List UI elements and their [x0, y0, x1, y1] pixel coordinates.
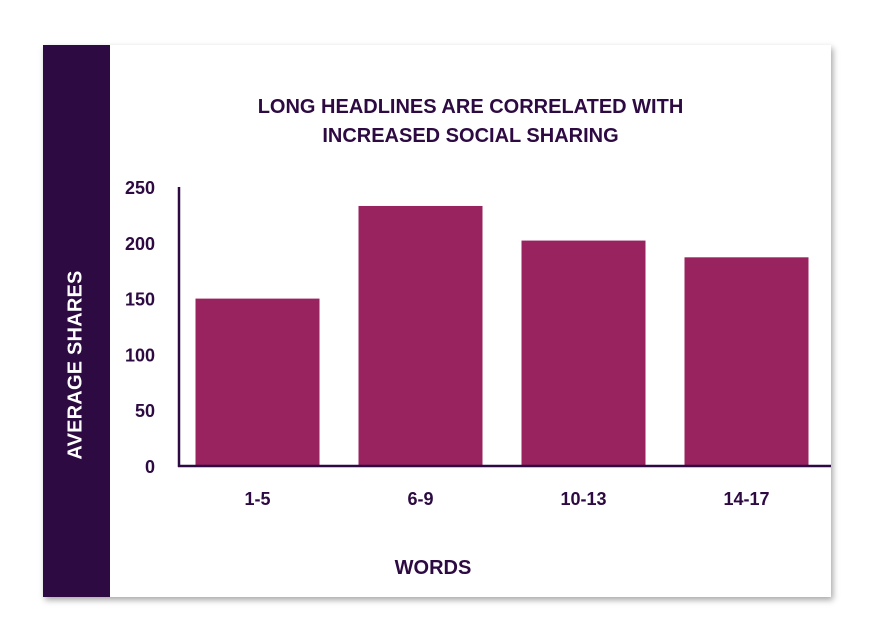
y-tick-label: 50 — [135, 401, 155, 421]
bar-10-13 — [521, 240, 646, 466]
bar-6-9 — [358, 205, 483, 467]
chart-card: AVERAGE SHARES LONG HEADLINES ARE CORREL… — [43, 45, 831, 597]
chart-title-line-2: INCREASED SOCIAL SHARING — [322, 125, 619, 147]
y-tick-label: 200 — [125, 234, 155, 254]
chart-title-line-1: LONG HEADLINES ARE CORRELATED WITH — [257, 96, 684, 118]
bar-1-5 — [195, 298, 320, 466]
y-tick-label: 150 — [125, 290, 155, 310]
x-tick-label: 1-5 — [244, 489, 270, 509]
y-tick-label: 0 — [145, 457, 155, 477]
x-tick-label: 14-17 — [723, 489, 769, 509]
y-tick-label: 100 — [125, 345, 155, 365]
bar-14-17 — [684, 257, 809, 466]
chart-title: LONG HEADLINES ARE CORRELATED WITH INCRE… — [110, 93, 831, 151]
ylabel-band: AVERAGE SHARES — [43, 45, 110, 597]
y-tick-label: 250 — [125, 178, 155, 198]
x-tick-label: 6-9 — [407, 489, 433, 509]
x-axis-label: WORDS — [394, 557, 472, 579]
x-tick-label: 10-13 — [560, 489, 606, 509]
bar-chart-plot: 1-5 6-9 10-13 14-17 0 50 100 150 200 250 — [125, 178, 831, 509]
